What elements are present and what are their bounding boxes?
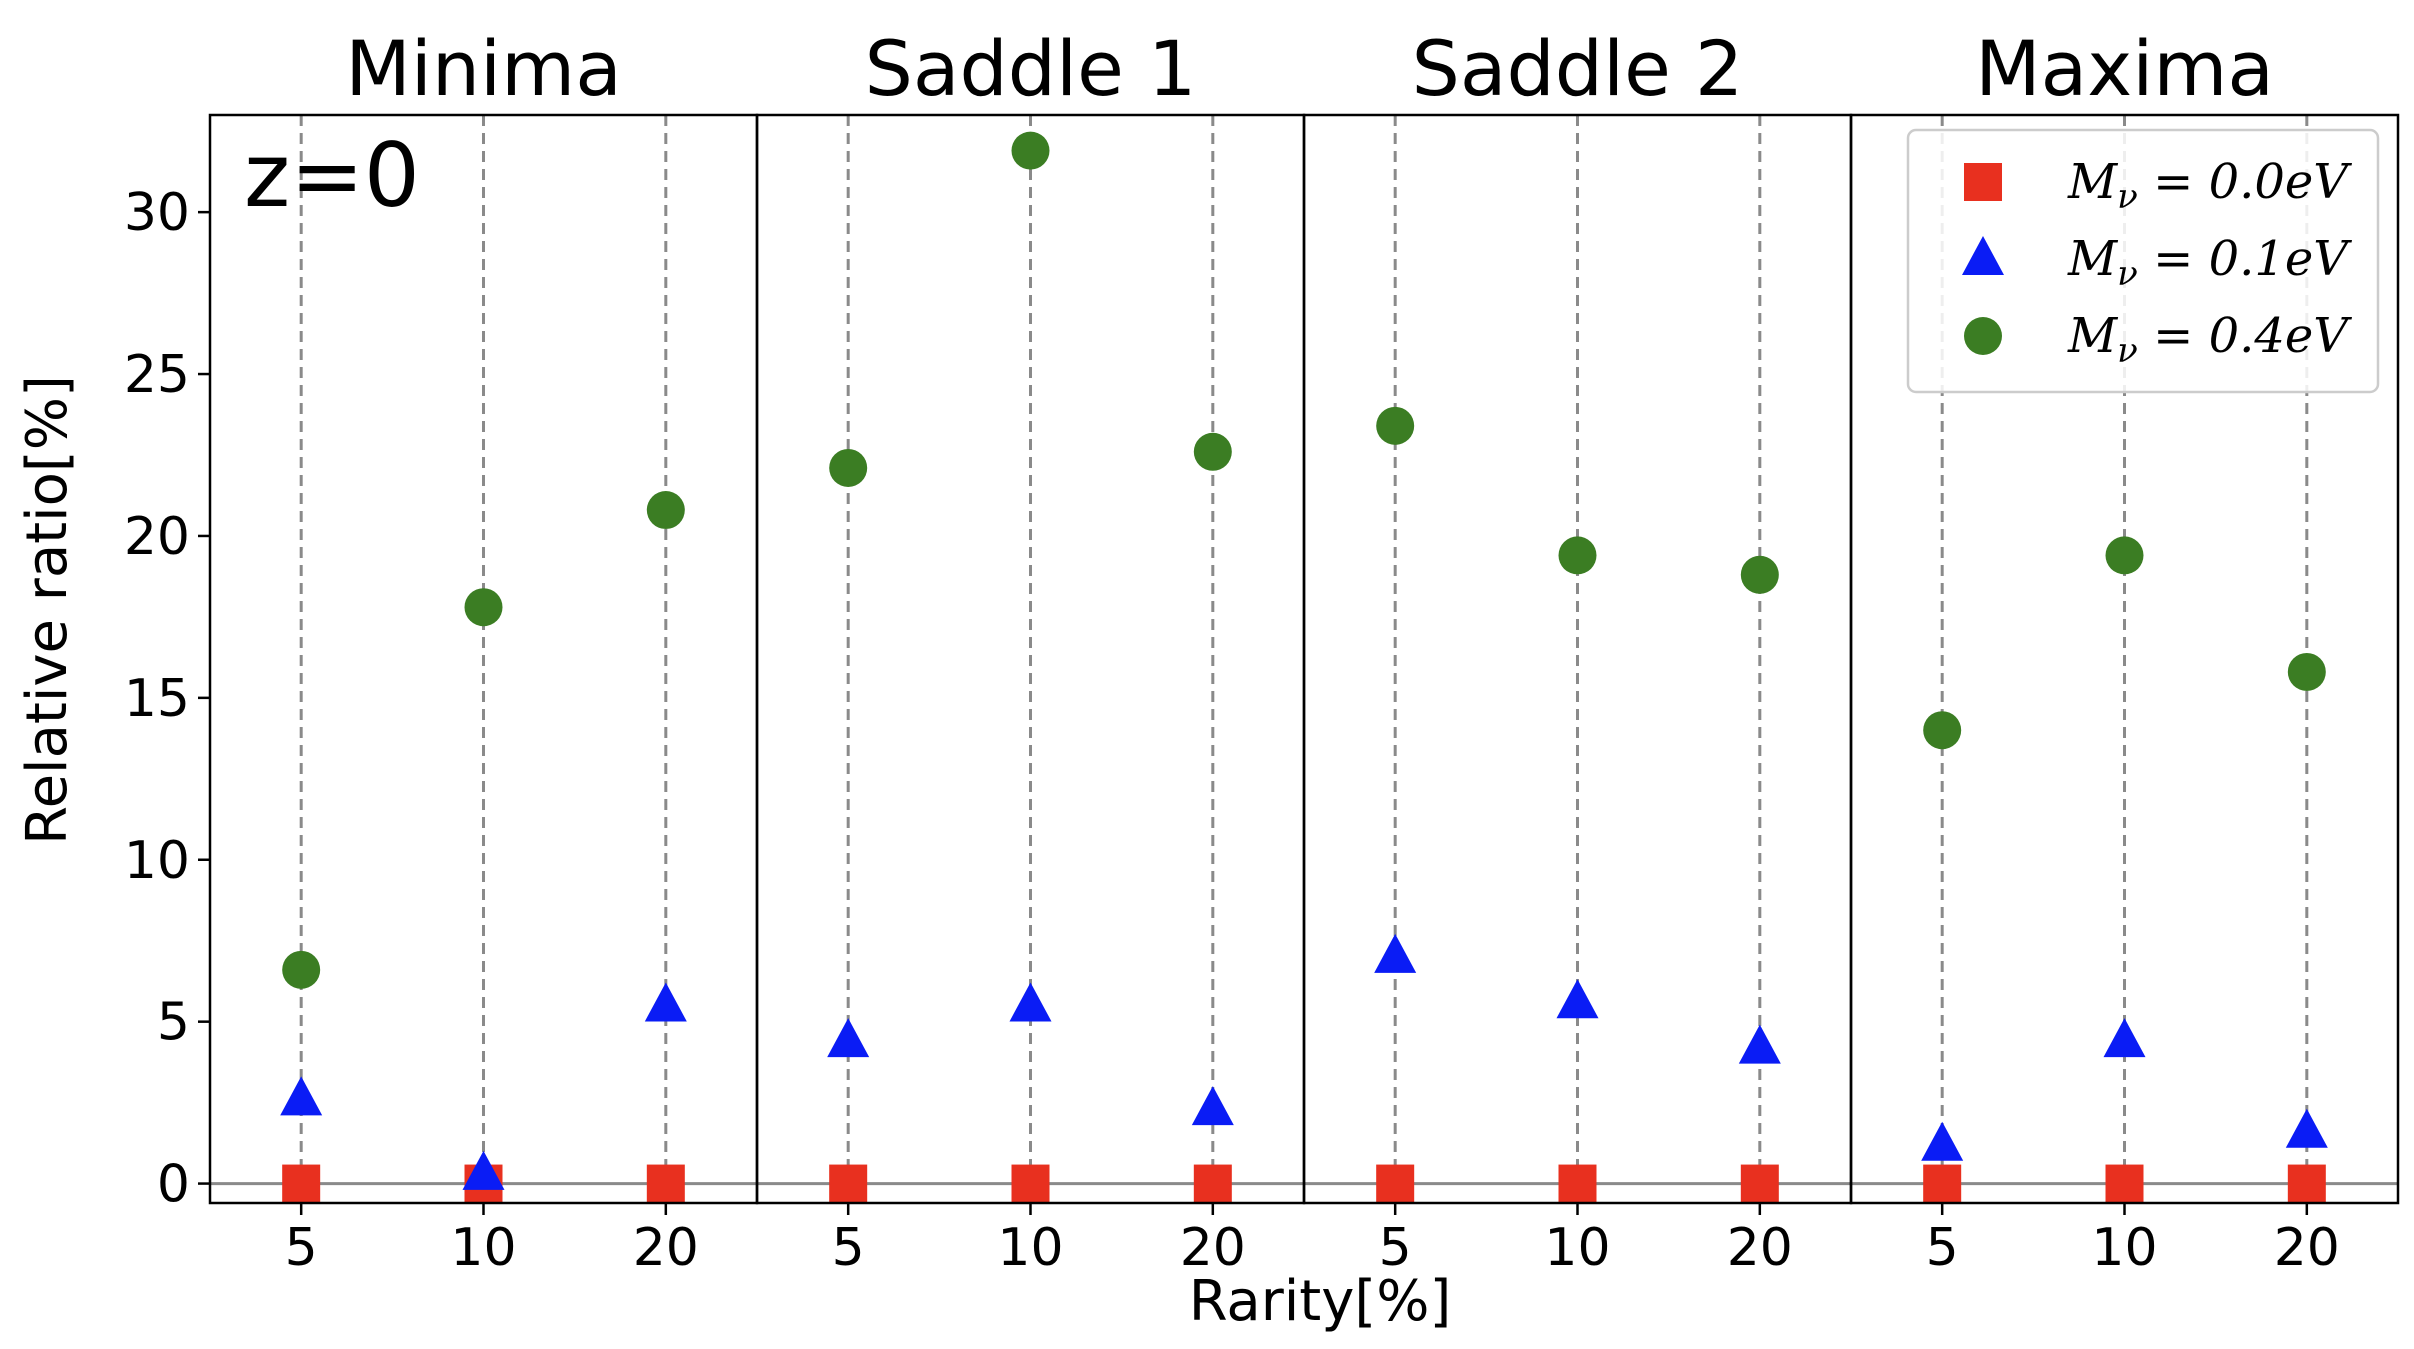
data-point [827,1018,870,1058]
panel-title: Saddle 2 [1412,24,1744,113]
annotation-z: z=0 [244,124,420,227]
x-tick-label: 5 [832,1218,865,1278]
data-point [1011,1164,1050,1203]
x-tick-label: 20 [633,1218,699,1278]
x-tick-label: 5 [1926,1218,1959,1278]
legend [1906,128,2380,394]
data-point [646,1164,685,1203]
data-point [646,491,685,530]
data-point [2105,536,2144,575]
y-tick-label: 20 [124,507,190,567]
y-tick-label: 30 [124,183,190,243]
x-tick-label: 10 [997,1218,1063,1278]
legend-label: Mν = 0.4eV [2067,308,2352,371]
x-tick-label: 10 [450,1218,516,1278]
x-tick-label: 20 [1180,1218,1246,1278]
data-point [1556,979,1599,1019]
data-point [1921,1121,1964,1161]
data-point [2103,1018,2146,1058]
data-point [1558,1164,1597,1203]
data-point [2287,1164,2326,1203]
data-point [280,1076,323,1116]
data-point [1191,1086,1234,1126]
data-point [2287,652,2326,691]
data-point [282,1164,321,1203]
data-point [1374,933,1417,973]
data-point [1923,1164,1962,1203]
x-tick-label: 20 [2274,1218,2340,1278]
y-tick-label: 15 [124,669,190,729]
y-tick-label: 10 [124,831,190,891]
data-point [1193,432,1232,471]
y-tick-label: 5 [157,993,190,1053]
y-axis-label: Relative ratio[%] [15,375,80,845]
x-axis-label: Rarity[%] [1189,1269,1452,1334]
data-point [1376,406,1415,445]
panel-title: Minima [345,24,622,113]
data-point [1738,1024,1781,1064]
data-point [1558,536,1597,575]
x-tick-label: 20 [1727,1218,1793,1278]
data-point [829,1164,868,1203]
data-point [462,1150,505,1190]
legend-label: Mν = 0.0eV [2067,154,2352,217]
legend-marker [1964,163,2002,201]
data-point [829,448,868,487]
y-tick-label: 0 [157,1155,190,1215]
y-tick-label: 25 [124,345,190,405]
data-point [2285,1108,2328,1148]
legend-marker [1964,317,2002,355]
data-point [1009,982,1052,1022]
panel-title: Saddle 1 [865,24,1197,113]
data-point [1376,1164,1415,1203]
legend-marker [1962,236,2004,275]
data-point [644,982,687,1022]
data-point [282,950,321,989]
data-point [1011,131,1050,170]
data-point [1193,1164,1232,1203]
data-point [1923,711,1962,750]
x-tick-label: 5 [285,1218,318,1278]
x-tick-label: 10 [1544,1218,1610,1278]
panel-title: Maxima [1975,24,2274,113]
data-point [2105,1164,2144,1203]
x-tick-label: 10 [2091,1218,2157,1278]
data-point [464,588,503,627]
x-tick-label: 5 [1379,1218,1412,1278]
data-point [1740,555,1779,594]
legend-label: Mν = 0.1eV [2067,231,2352,294]
data-point [1740,1164,1779,1203]
